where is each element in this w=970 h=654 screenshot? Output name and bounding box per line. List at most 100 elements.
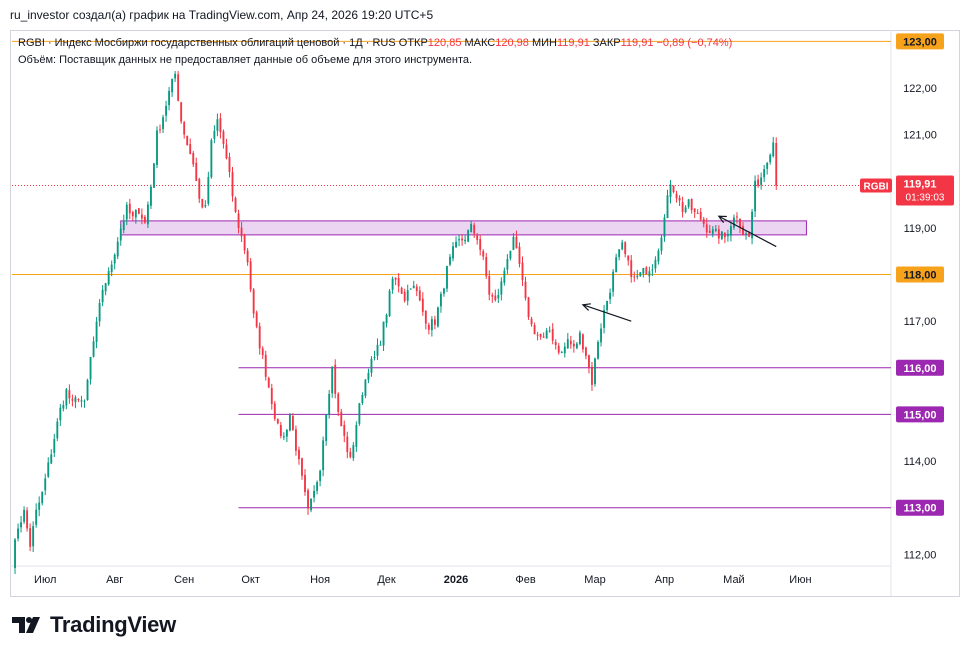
x-tick-label: Дек <box>377 574 396 586</box>
candle-body <box>412 285 415 289</box>
candle-body <box>171 78 174 93</box>
candle-body <box>527 297 530 318</box>
annotation-arrow-line <box>582 304 632 322</box>
candle-body <box>760 177 763 185</box>
level-price-label: 115,00 <box>903 409 936 421</box>
candle-body <box>298 449 300 460</box>
candle-body <box>723 232 726 238</box>
candle-body <box>156 130 158 165</box>
candle-body <box>35 509 38 525</box>
candle-body <box>751 211 754 239</box>
tradingview-logo-icon <box>12 617 40 633</box>
legend-symbol: RGBI · Индекс Мосбиржи государственных о… <box>18 37 396 49</box>
candle-body <box>530 318 533 325</box>
symbol-tag <box>860 178 892 193</box>
x-tick-label: 2026 <box>444 574 468 586</box>
candle-body <box>745 233 747 235</box>
candle-body <box>742 226 744 235</box>
annotation-arrow-head <box>581 303 591 311</box>
candle-body <box>639 272 642 277</box>
candle-body <box>696 213 699 215</box>
candle-body <box>319 470 322 481</box>
candle-body <box>615 257 618 273</box>
candle-body <box>633 276 636 278</box>
candle-body <box>328 393 331 415</box>
candle-body <box>464 239 467 242</box>
candle-body <box>370 358 373 373</box>
candle-body <box>361 395 364 403</box>
candle-body <box>440 293 442 307</box>
candle-body <box>77 399 80 401</box>
candle-body <box>219 118 222 133</box>
candle-body <box>310 498 312 511</box>
tradingview-logo[interactable]: TradingView <box>12 612 176 638</box>
candle-body <box>264 354 267 377</box>
candle-body <box>101 289 104 303</box>
candle-body <box>110 264 113 273</box>
candle-body <box>343 424 346 436</box>
candle-body <box>143 216 146 223</box>
legend-close-value: 119,91 <box>620 37 654 49</box>
candle-body <box>717 229 720 239</box>
candle-body <box>249 261 252 290</box>
candle-body <box>548 330 551 332</box>
candle-body <box>337 393 340 412</box>
candle-body <box>131 211 134 217</box>
level-price-tag <box>896 359 944 376</box>
candle-body <box>367 372 370 380</box>
candle-body <box>165 105 167 116</box>
legend-open-value: 120,85 <box>427 37 462 49</box>
x-tick-label: Июн <box>789 574 811 586</box>
candle-body <box>186 135 189 146</box>
candle-body <box>80 400 83 402</box>
candle-body <box>349 451 352 458</box>
level-price-tag <box>896 266 944 283</box>
candle-body <box>515 236 518 249</box>
candle-body <box>41 491 44 504</box>
candle-body <box>346 436 349 453</box>
candle-body <box>44 478 47 491</box>
candle-body <box>675 193 678 199</box>
candle-body <box>288 414 291 431</box>
candle-body <box>213 130 216 139</box>
candle-body <box>672 185 675 192</box>
candle-body <box>739 218 741 228</box>
candle-body <box>506 258 509 270</box>
x-tick-label: Май <box>723 574 745 586</box>
candle-body <box>500 281 503 295</box>
candle-body <box>140 214 143 219</box>
level-price-tag <box>896 406 944 423</box>
chart-frame[interactable] <box>10 30 960 597</box>
candle-body <box>177 74 180 101</box>
candle-body <box>769 154 772 163</box>
candle-body <box>291 415 294 430</box>
candle-body <box>358 403 361 424</box>
candle-body <box>446 265 448 289</box>
candle-body <box>461 238 464 241</box>
candle-body <box>455 241 457 248</box>
candle-body <box>669 184 672 198</box>
candle-body <box>636 275 639 277</box>
y-tick-label: 117,00 <box>904 316 937 328</box>
candle-body <box>654 259 657 269</box>
candle-body <box>397 278 400 287</box>
candle-body <box>150 186 152 206</box>
candle-body <box>509 250 512 259</box>
candle-body <box>569 340 572 345</box>
candle-body <box>285 429 288 437</box>
legend-low-label: МИН <box>531 37 557 49</box>
candle-body <box>403 291 406 301</box>
candle-body <box>373 357 376 359</box>
candle-body <box>32 526 35 547</box>
candle-body <box>355 425 358 447</box>
candle-body <box>491 295 494 297</box>
candle-body <box>255 312 258 327</box>
candle-body <box>364 379 367 396</box>
candle-body <box>729 226 732 236</box>
candle-body <box>322 440 325 471</box>
candle-body <box>648 271 651 277</box>
candle-body <box>693 208 696 213</box>
candle-body <box>754 180 757 212</box>
candle-body <box>71 399 74 401</box>
